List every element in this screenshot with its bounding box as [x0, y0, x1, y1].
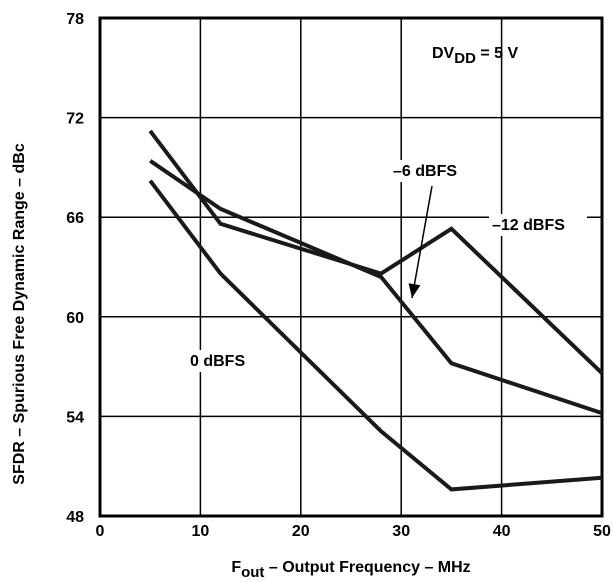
x-tick-label: 10 [192, 523, 210, 540]
series-label-backing [187, 350, 267, 372]
y-tick-label: 78 [66, 11, 84, 28]
y-tick-label: 48 [66, 509, 84, 526]
annotation-sub: DD [454, 50, 476, 67]
axis-ticks: 0 10 20 30 40 50 48 54 60 66 72 78 [66, 11, 611, 540]
series-label-backing [489, 214, 587, 236]
y-tick-label: 66 [66, 210, 84, 227]
x-tick-label: 20 [292, 523, 310, 540]
y-tick-label: 54 [66, 409, 84, 426]
y-tick-label: 60 [66, 310, 84, 327]
series-line-2 [149, 159, 603, 415]
x-axis-label-sub: out [241, 564, 264, 581]
series-line-1 [148, 179, 603, 492]
grid-lines [100, 18, 602, 516]
series-labels: 0 dBFS –6 dBFS –12 dBFS [187, 160, 587, 372]
series-label-1: 0 dBFS [190, 353, 245, 370]
x-tick-label: 40 [493, 523, 511, 540]
x-axis-label-main: F [231, 559, 241, 576]
x-axis-label: Fout – Output Frequency – MHz [231, 559, 470, 581]
series-label-3: –12 dBFS [492, 217, 565, 234]
pointer-arrow-line [411, 185, 433, 299]
y-tick-label: 72 [66, 111, 84, 128]
plot-frame [98, 16, 604, 518]
series-label-2: –6 dBFS [393, 163, 457, 180]
pointer-arrow-head [408, 283, 421, 298]
annotation-rest: = 5 V [476, 45, 519, 62]
series-label-backing [390, 160, 476, 182]
x-tick-label: 0 [96, 523, 105, 540]
series-line-3 [148, 129, 604, 375]
annotation-main: DV [432, 45, 455, 62]
series-lines [148, 129, 604, 492]
x-axis-label-rest: – Output Frequency – MHz [264, 559, 470, 576]
x-tick-label: 50 [593, 523, 611, 540]
x-tick-label: 30 [392, 523, 410, 540]
y-axis-label: SFDR – Spurious Free Dynamic Range – dBc [11, 143, 28, 485]
supply-voltage-annotation: DVDD = 5 V [432, 45, 518, 67]
